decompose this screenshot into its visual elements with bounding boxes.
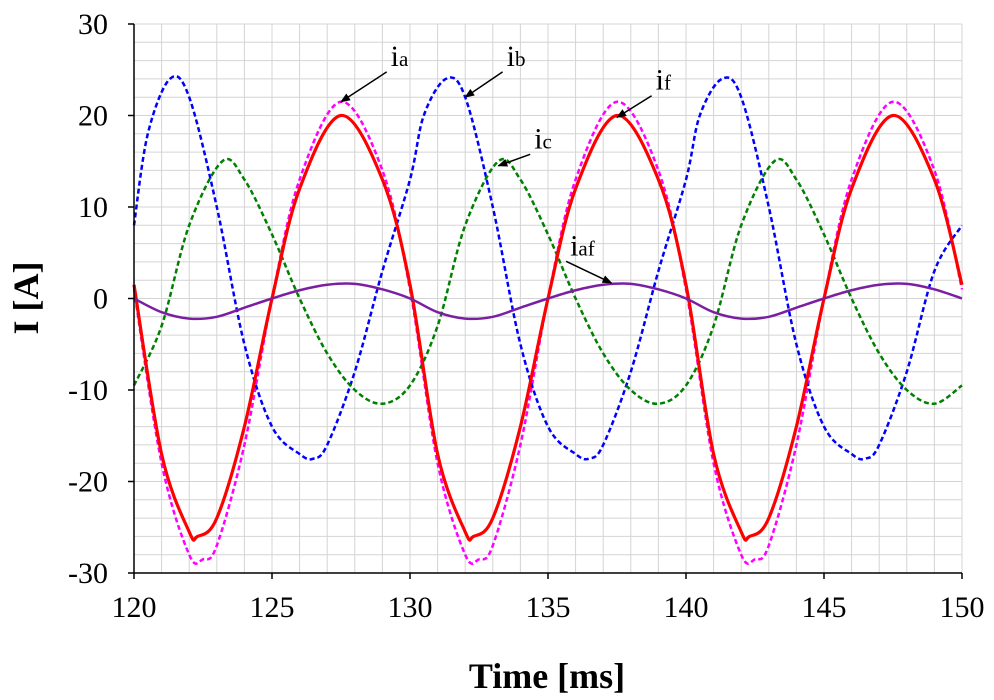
x-tick-label: 135 [526, 591, 571, 624]
annotation-label-if: if [656, 64, 671, 97]
x-tick-label: 140 [664, 591, 709, 624]
series-line-i-af [133, 282, 963, 321]
x-tick-label: 145 [802, 591, 847, 624]
annotation-arrow-af [565, 260, 613, 284]
annotation-arrow-b [464, 71, 504, 98]
y-axis-title: I [A] [6, 262, 46, 335]
y-tick-label: 30 [78, 8, 108, 41]
annotation-label-ib: ib [507, 40, 526, 73]
y-tick-label: -10 [68, 374, 108, 407]
y-tick-label: 10 [78, 191, 108, 224]
series-line-i-c [132, 157, 963, 405]
y-tick-label: 0 [93, 283, 108, 316]
x-axis-title: Time [ms] [469, 656, 625, 696]
annotation-label-iaf: iaf [570, 229, 595, 262]
series-line-i-b [132, 74, 964, 461]
x-tick-label: 130 [388, 591, 433, 624]
x-tick-label: 120 [112, 591, 157, 624]
axes [128, 23, 963, 579]
annotations: ia ib ic if iaf [340, 40, 671, 284]
y-tick-label: -30 [68, 557, 108, 590]
annotation-arrow-a [340, 71, 388, 103]
annotation-arrow-c [497, 153, 531, 167]
annotation-label-ic: ic [534, 122, 552, 155]
series-layer [132, 74, 964, 565]
series-line-i-f [132, 113, 964, 542]
annotation-label-ia: ia [391, 40, 409, 73]
y-tick-label: -20 [68, 466, 108, 499]
x-tick-label: 125 [250, 591, 295, 624]
x-tick-label: 150 [940, 591, 985, 624]
annotation-arrow-f [616, 95, 653, 118]
y-tick-label: 20 [78, 100, 108, 133]
